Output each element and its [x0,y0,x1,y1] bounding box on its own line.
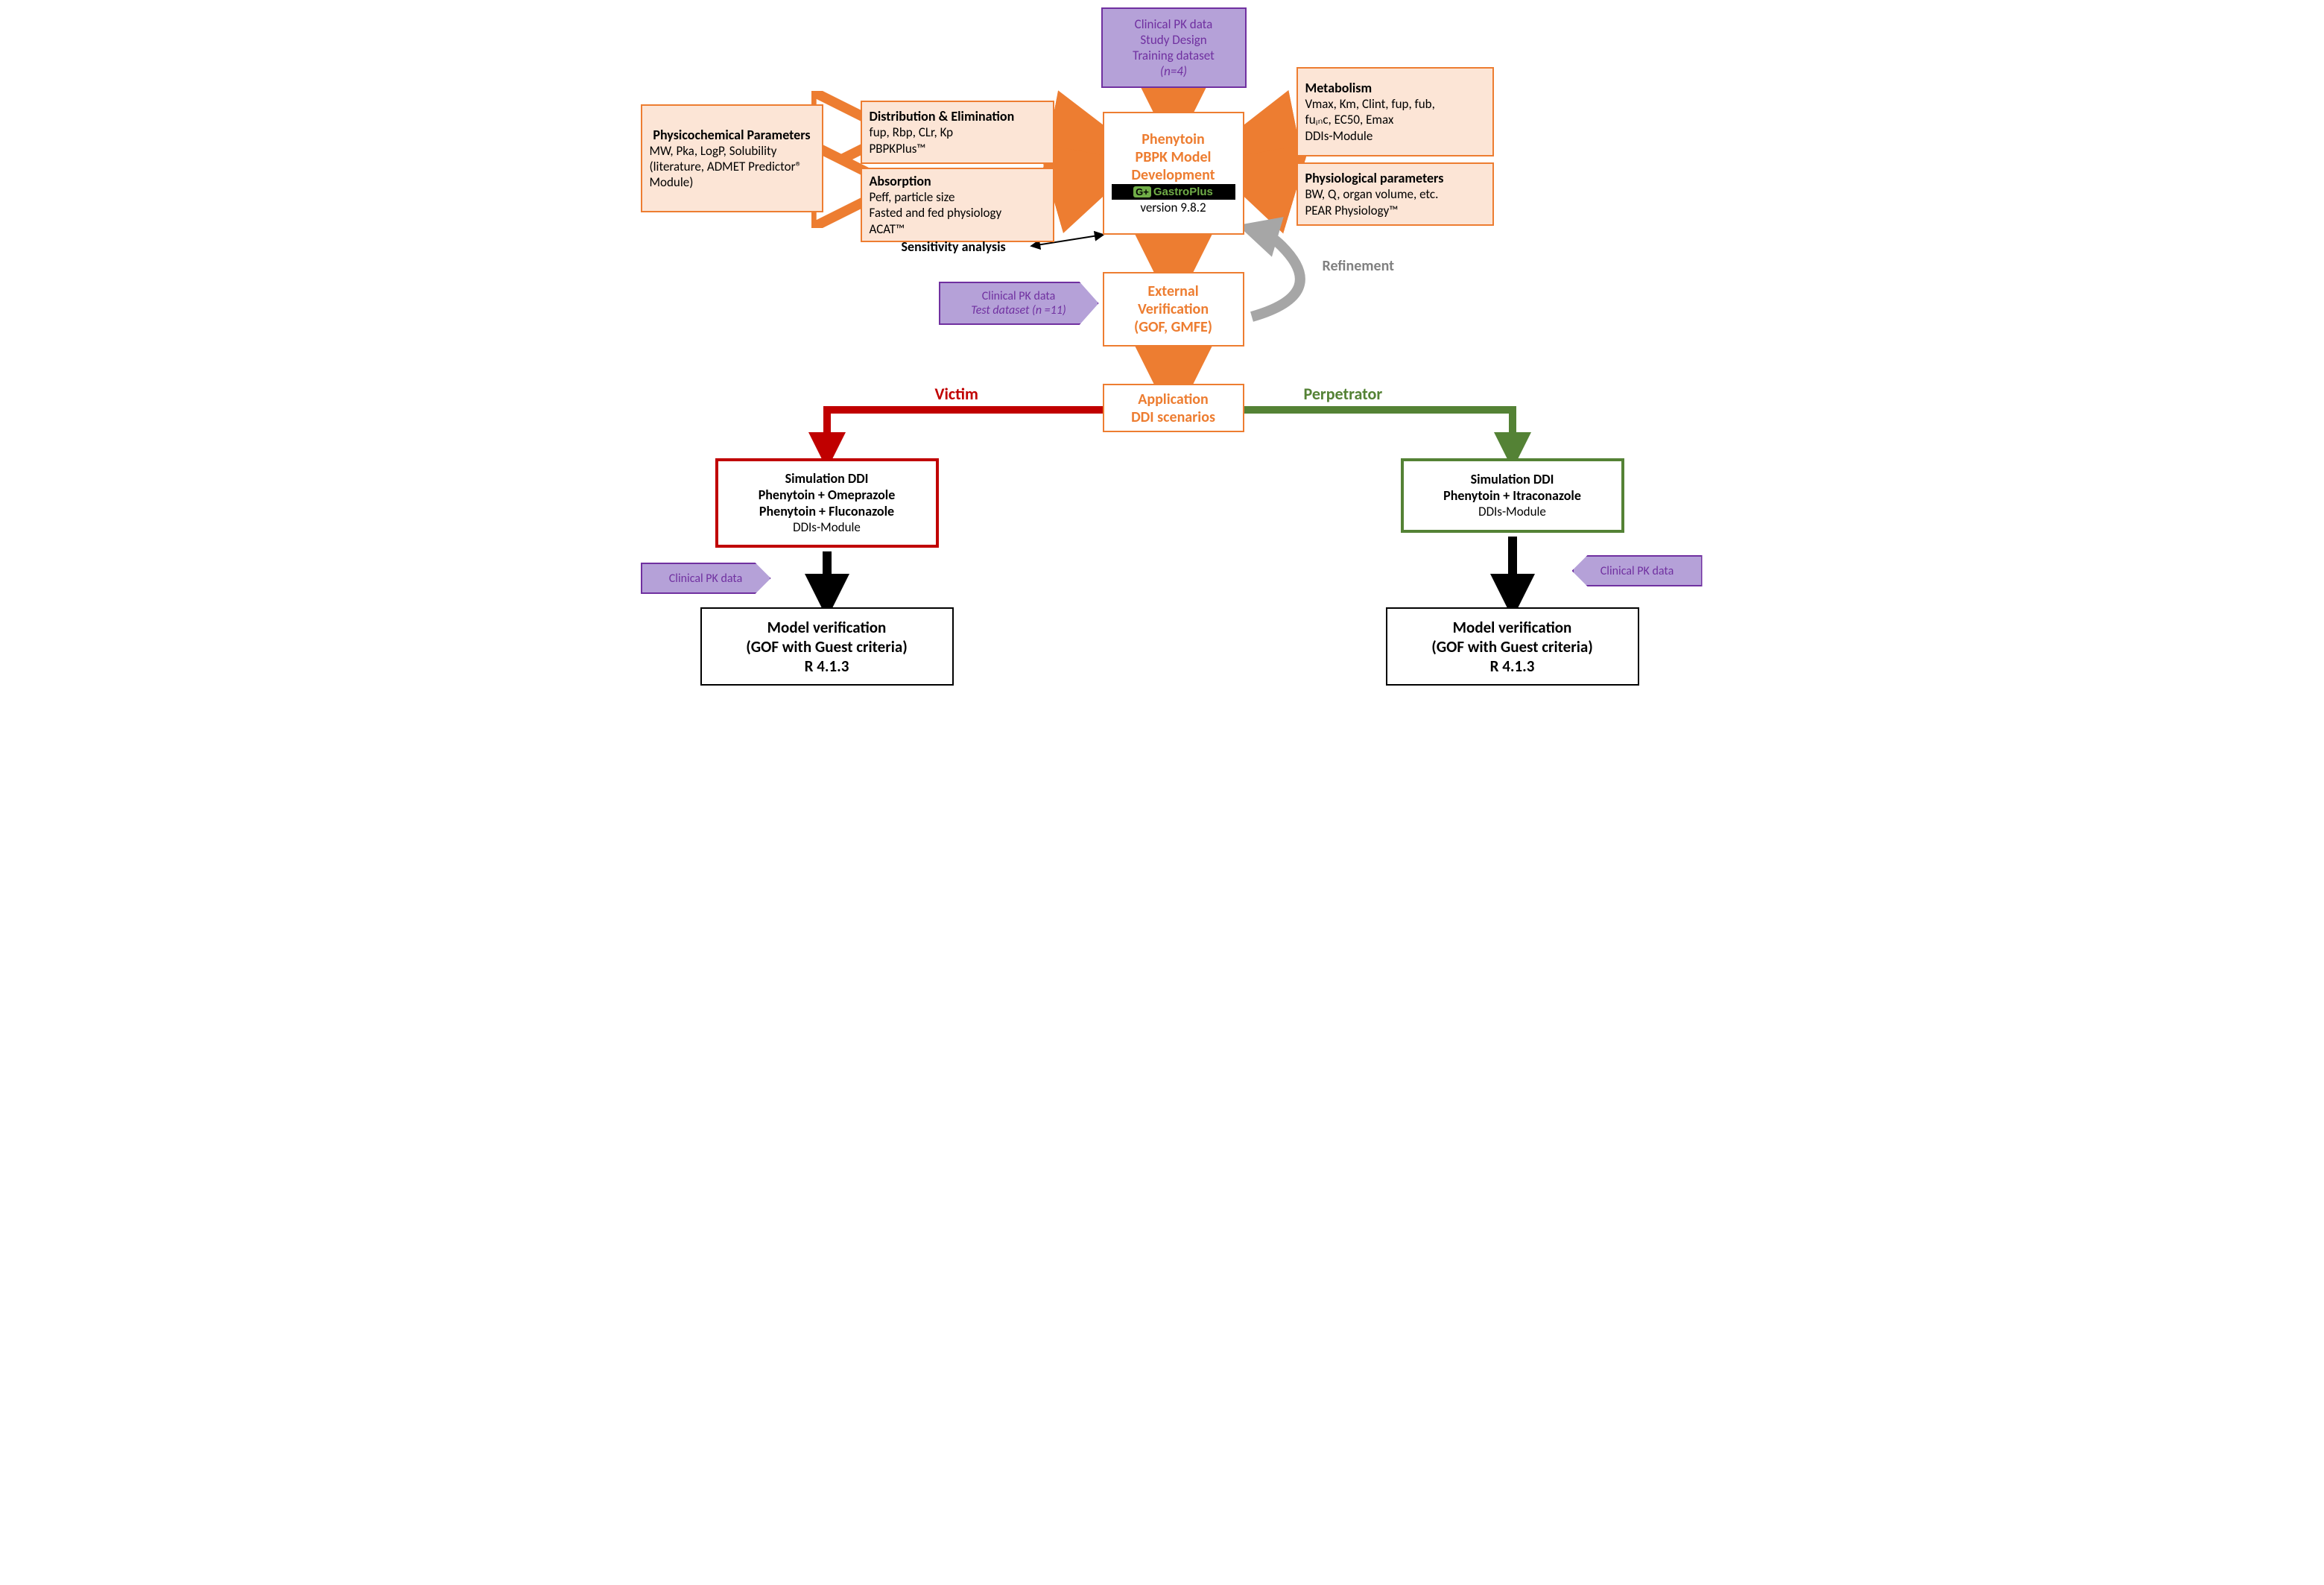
pentagon-clinical-test: Clinical PK data Test dataset (n =11) [939,282,1099,325]
clinical-pk-line3: Training dataset [1110,48,1238,63]
sv-line1: Simulation DDI [726,470,928,487]
cpk-left: Clinical PK data [669,572,742,586]
label-sensitivity: Sensitivity analysis [902,238,1006,255]
met-line1: Vmax, Km, Clint, fup, fub, [1305,96,1485,112]
abs-line1: Peff, particle size [870,189,1045,205]
mvr-line2: (GOF with Guest criteria) [1395,637,1630,657]
sp-line2: Phenytoin + Itraconazole [1411,487,1614,504]
box-clinical-pk-training: Clinical PK data Study Design Training d… [1101,7,1247,88]
mvr-line1: Model verification [1395,618,1630,637]
pentagon-clinical-right: Clinical PK data [1572,555,1703,586]
app-line2: DDI scenarios [1112,408,1235,426]
box-center-phenytoin: Phenytoin PBPK Model Development G+Gastr… [1103,112,1244,235]
mvl-line3: R 4.1.3 [709,657,945,676]
center-line1: Phenytoin [1112,130,1235,148]
phys-title: Physiological parameters [1305,170,1485,186]
pentagon-clinical-left: Clinical PK data [641,563,771,594]
ext-line1: External [1112,282,1235,300]
met-title: Metabolism [1305,80,1485,96]
label-victim: Victim [935,384,978,404]
sp-line3: DDIs-Module [1411,504,1614,519]
ext-line3: (GOF, GMFE) [1112,318,1235,336]
center-version: version 9.8.2 [1112,200,1235,215]
dist-title: Distribution & Elimination [870,108,1045,124]
box-application-ddi: Application DDI scenarios [1103,384,1244,432]
sv-line3: Phenytoin + Fluconazole [726,503,928,519]
center-line2: PBPK Model [1112,148,1235,166]
test-line1: Clinical PK data [982,289,1055,303]
label-refinement: Refinement [1323,257,1395,275]
clinical-pk-line4: (n=4) [1110,63,1238,79]
box-distribution: Distribution & Elimination fup, Rbp, CLr… [861,101,1054,164]
box-external-verification: External Verification (GOF, GMFE) [1103,272,1244,347]
met-line2: fuᵢₙc, EC50, Emax [1305,112,1485,127]
clinical-pk-line2: Study Design [1110,32,1238,48]
label-perpetrator: Perpetrator [1304,384,1383,404]
box-metabolism: Metabolism Vmax, Km, Clint, fup, fub, fu… [1296,67,1494,156]
ext-line2: Verification [1112,300,1235,318]
abs-title: Absorption [870,173,1045,189]
box-sim-perpetrator: Simulation DDI Phenytoin + Itraconazole … [1401,458,1624,533]
box-physicochemical: Physicochemical Parameters MW, Pka, LogP… [641,104,823,212]
dist-line1: fup, Rbp, CLr, Kp [870,124,1045,140]
test-line2: Test dataset (n =11) [971,303,1066,317]
met-line3: DDIs-Module [1305,128,1485,144]
mvr-line3: R 4.1.3 [1395,657,1630,676]
cpk-right: Clinical PK data [1600,564,1674,578]
sv-line4: DDIs-Module [726,519,928,535]
box-sim-victim: Simulation DDI Phenytoin + Omeprazole Ph… [715,458,939,548]
mvl-line1: Model verification [709,618,945,637]
gastro-g: G+ [1133,186,1151,197]
app-line1: Application [1112,390,1235,408]
mvl-line2: (GOF with Guest criteria) [709,637,945,657]
box-model-verif-left: Model verification (GOF with Guest crite… [700,607,954,686]
abs-line2: Fasted and fed physiology [870,205,1045,221]
box-absorption: Absorption Peff, particle size Fasted an… [861,168,1054,242]
gastroplus-badge: G+GastroPlus [1112,184,1235,200]
physchem-title: Physicochemical Parameters [650,127,814,143]
clinical-pk-line1: Clinical PK data [1110,16,1238,32]
box-physiological: Physiological parameters BW, Q, organ vo… [1296,162,1494,226]
sp-line1: Simulation DDI [1411,471,1614,487]
gastro-text: GastroPlus [1153,186,1213,198]
abs-line3: ACAT™ [870,221,1045,237]
center-line3: Development [1112,166,1235,184]
physchem-body: MW, Pka, LogP, Solubility (literature, A… [650,143,814,191]
sv-line2: Phenytoin + Omeprazole [726,487,928,503]
box-model-verif-right: Model verification (GOF with Guest crite… [1386,607,1639,686]
diagram-canvas: Clinical PK data Study Design Training d… [604,0,1721,760]
dist-line2: PBPKPlus™ [870,141,1045,156]
phys-line2: PEAR Physiology™ [1305,203,1485,218]
phys-line1: BW, Q, organ volume, etc. [1305,186,1485,202]
